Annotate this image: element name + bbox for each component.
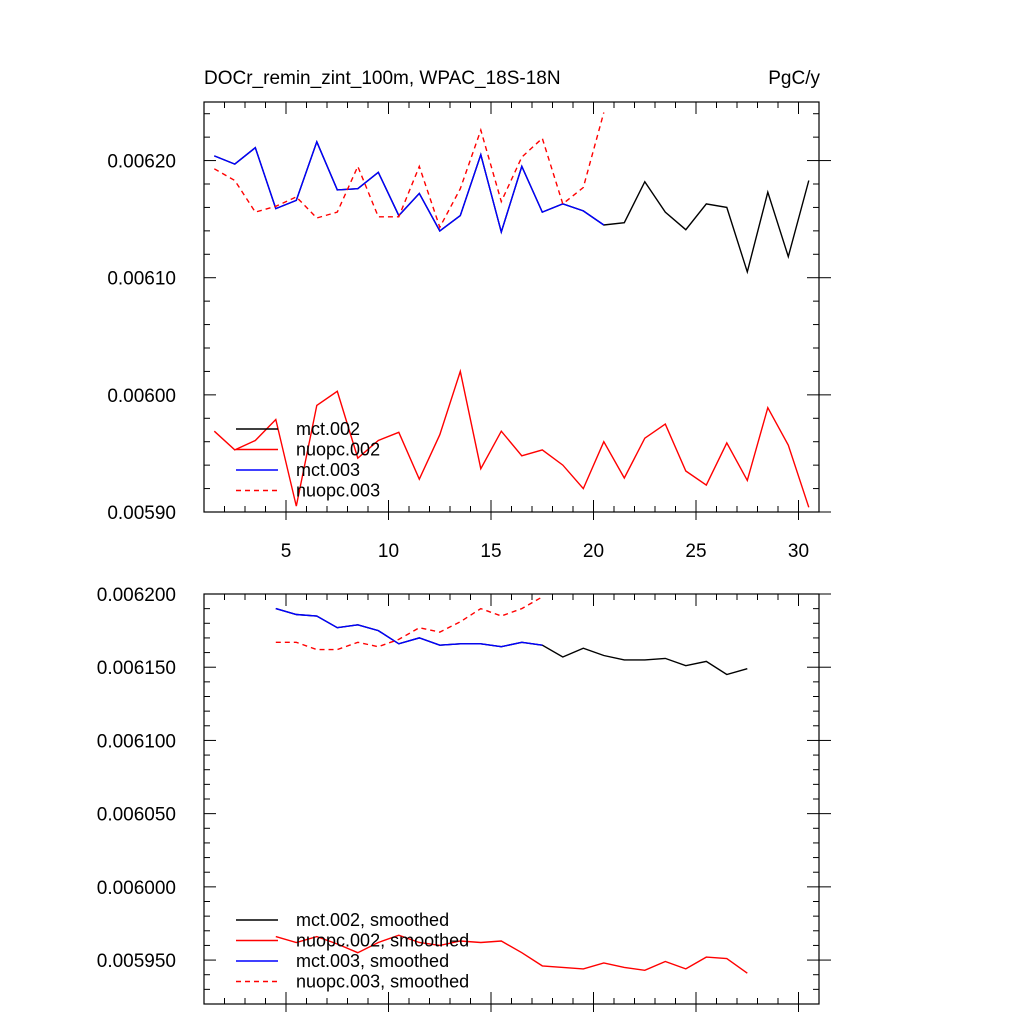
series-line	[275, 934, 748, 974]
y-tick-label: 0.006150	[97, 658, 176, 679]
legend-label: nuopc.003	[296, 481, 380, 501]
top-panel: DOCr_remin_zint_100m, WPAC_18S-18N PgC/y…	[107, 68, 831, 562]
series-line	[275, 607, 748, 676]
legend-label: mct.003	[296, 460, 360, 480]
x-tick-label: 15	[480, 541, 501, 562]
x-tick-label: 25	[685, 541, 706, 562]
legend-label: mct.003, smoothed	[296, 951, 449, 971]
legend-label: mct.002, smoothed	[296, 910, 449, 930]
y-tick-label: 0.005950	[97, 951, 176, 972]
x-tick-label: 10	[378, 541, 399, 562]
legend-label: nuopc.002	[296, 440, 380, 460]
series-line	[214, 139, 605, 235]
axis-ticks: 5 10 15 20 25 30 0.00590 0.00600 0.00610 0.00620	[107, 102, 831, 562]
series-line	[213, 112, 605, 230]
y-tick-label: 0.006050	[97, 805, 176, 826]
y-tick-label: 0.00620	[107, 152, 176, 173]
series-line	[275, 607, 543, 648]
legend-label: nuopc.002, smoothed	[296, 931, 469, 951]
y-tick-label: 0.00610	[107, 269, 176, 290]
legend-label: nuopc.003, smoothed	[296, 972, 469, 992]
y-tick-label: 0.006100	[97, 731, 176, 752]
x-tick-label: 5	[281, 541, 292, 562]
y-tick-label: 0.00600	[107, 386, 176, 407]
chart-title: DOCr_remin_zint_100m, WPAC_18S-18N	[204, 68, 561, 89]
y-tick-label: 0.00590	[107, 503, 176, 524]
axis-ticks: 0.005950 0.006000 0.006050 0.006100 0.006150…	[97, 585, 831, 1012]
series-lines	[275, 596, 748, 974]
y-tick-label: 0.006000	[97, 878, 176, 899]
x-tick-label: 30	[788, 541, 809, 562]
bottom-panel: 0.005950 0.006000 0.006050 0.006100 0.006150…	[97, 585, 831, 1012]
x-tick-label: 20	[583, 541, 604, 562]
series-line	[275, 596, 543, 651]
series-line	[214, 139, 810, 275]
series-lines	[213, 112, 810, 508]
units-label: PgC/y	[768, 68, 820, 89]
series-line	[213, 368, 810, 508]
legend-label: mct.002	[296, 419, 360, 439]
y-tick-label: 0.006200	[97, 585, 176, 606]
